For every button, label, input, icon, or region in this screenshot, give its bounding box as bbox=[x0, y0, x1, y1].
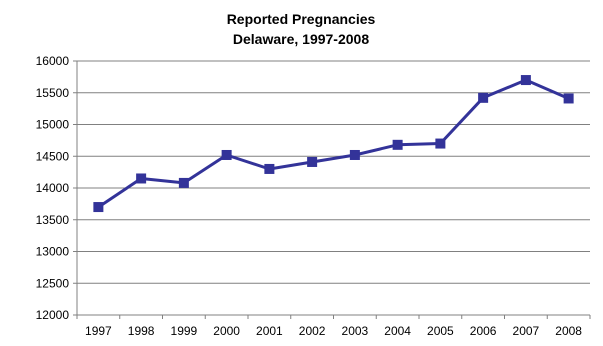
y-tick-label: 15500 bbox=[36, 86, 70, 100]
x-tick-label: 2001 bbox=[256, 324, 283, 338]
data-point bbox=[478, 92, 489, 103]
x-tick-label: 2006 bbox=[470, 324, 497, 338]
x-tick-label: 1997 bbox=[85, 324, 112, 338]
x-tick-label: 2000 bbox=[213, 324, 240, 338]
x-tick-label: 1998 bbox=[128, 324, 155, 338]
y-axis-ticks: 12000 12500 13000 13500 14000 14500 15000 15500… bbox=[36, 54, 70, 322]
y-tick-label: 14500 bbox=[36, 149, 70, 163]
y-tick-label: 12500 bbox=[36, 276, 70, 290]
x-tick-label: 2007 bbox=[513, 324, 540, 338]
y-tick-label: 14000 bbox=[36, 181, 70, 195]
data-point bbox=[178, 177, 189, 188]
y-tick-label: 13000 bbox=[36, 245, 70, 259]
data-point bbox=[221, 149, 232, 160]
data-point bbox=[93, 202, 104, 213]
y-tick-label: 15000 bbox=[36, 118, 70, 132]
data-point bbox=[520, 75, 531, 86]
data-point bbox=[264, 163, 275, 174]
series bbox=[93, 75, 574, 213]
data-point bbox=[392, 139, 403, 150]
x-tick-label: 2004 bbox=[384, 324, 411, 338]
x-tick-label: 2003 bbox=[342, 324, 369, 338]
data-point bbox=[563, 93, 574, 104]
series-line bbox=[97, 78, 570, 209]
y-tick-label: 13500 bbox=[36, 213, 70, 227]
x-tick-label: 2005 bbox=[427, 324, 454, 338]
gridlines bbox=[77, 60, 590, 316]
x-axis-ticks: 1997 1998 1999 2000 2001 2002 2003 2004 2005 2006… bbox=[85, 324, 582, 338]
chart-subtitle: Delaware, 1997-2008 bbox=[233, 31, 369, 47]
axes bbox=[73, 60, 591, 319]
data-point bbox=[307, 156, 318, 167]
data-point bbox=[136, 173, 147, 184]
x-tick-label: 1999 bbox=[171, 324, 198, 338]
data-point bbox=[349, 149, 360, 160]
data-point bbox=[435, 138, 446, 149]
y-tick-label: 12000 bbox=[36, 308, 70, 322]
y-tick-label: 16000 bbox=[36, 54, 70, 68]
chart-title: Reported Pregnancies bbox=[227, 11, 376, 27]
x-tick-label: 2008 bbox=[555, 324, 582, 338]
x-tick-label: 2002 bbox=[299, 324, 326, 338]
